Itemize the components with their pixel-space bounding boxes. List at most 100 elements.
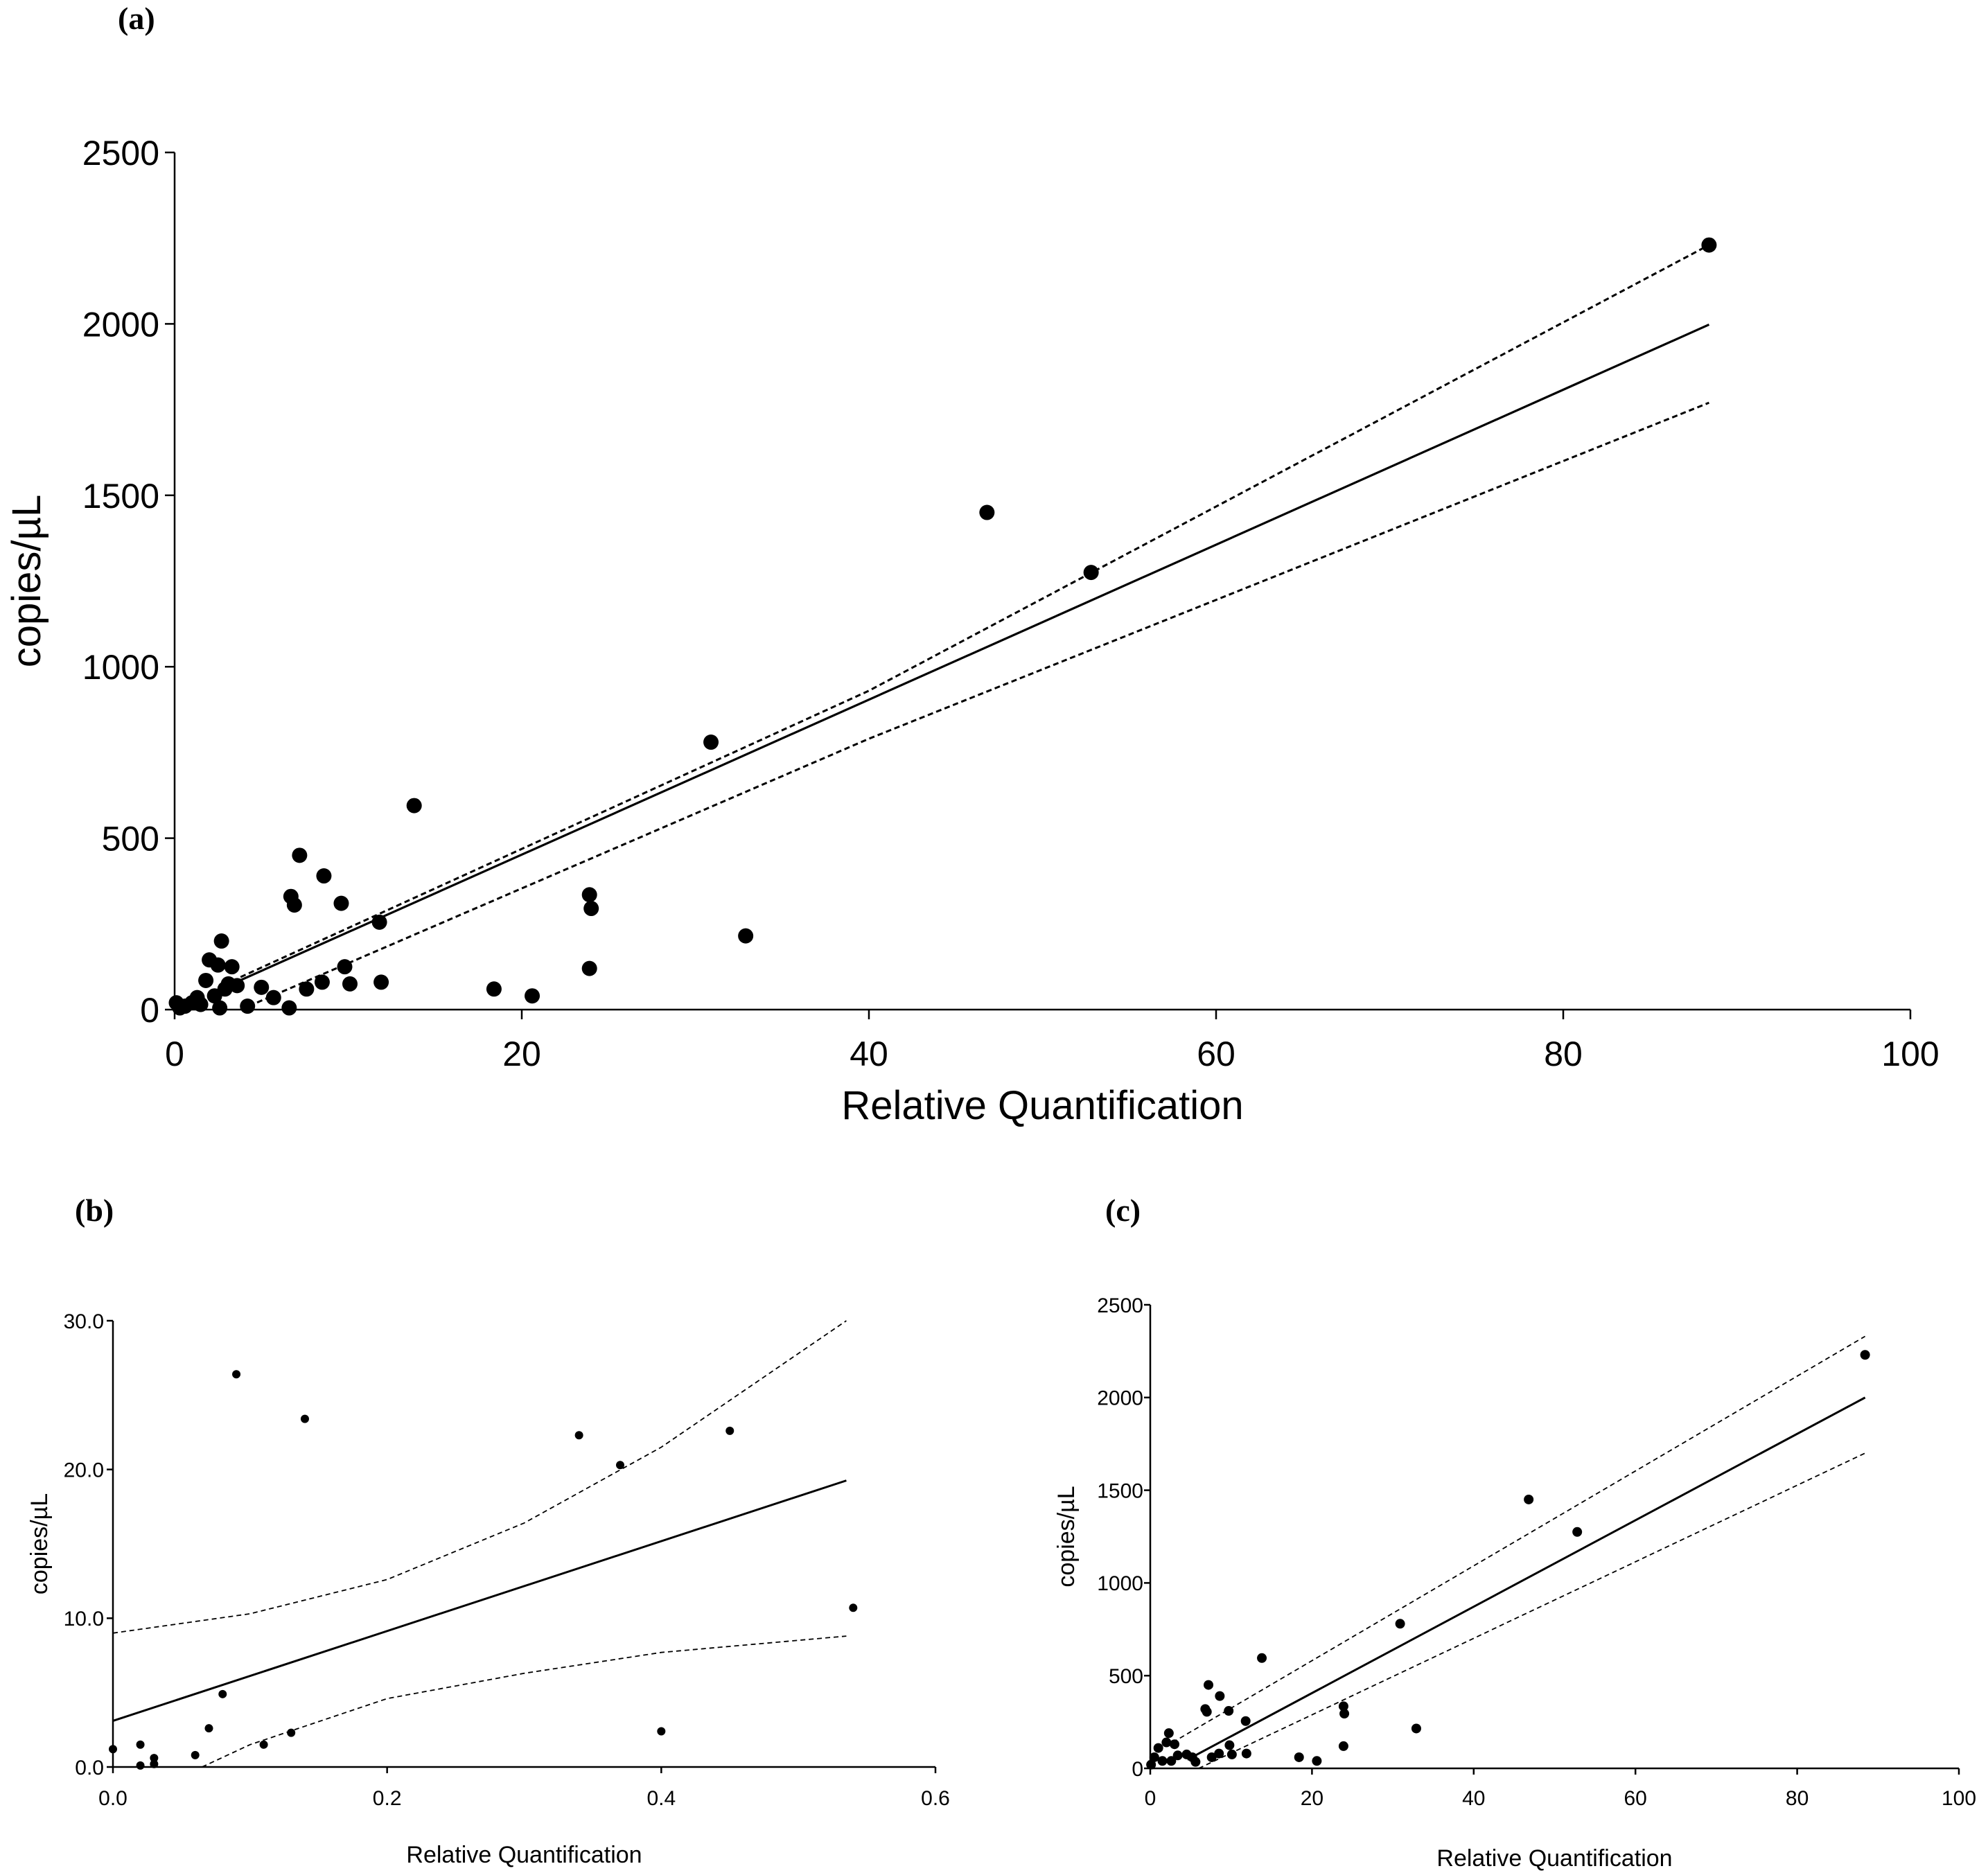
data-point: [979, 504, 995, 520]
chart-3: 0 20 40 60 80 10005001000150020002500Relative…: [1053, 1294, 1976, 1872]
data-point: [486, 981, 502, 997]
x-tick-label: 0: [1145, 1787, 1156, 1810]
data-point: [150, 1759, 159, 1768]
x-tick-label: 100: [1942, 1787, 1976, 1810]
y-tick-label: 2500: [1097, 1294, 1143, 1317]
data-point: [1338, 1701, 1348, 1712]
data-point: [1294, 1752, 1304, 1762]
data-point: [1157, 1756, 1168, 1766]
data-point: [525, 988, 540, 1004]
data-point: [849, 1603, 858, 1612]
data-point: [1411, 1723, 1421, 1734]
y-tick-label: 1500: [1097, 1479, 1143, 1502]
confidence-band-lower: [1198, 1452, 1865, 1769]
data-point: [191, 1750, 200, 1759]
y-tick-label: 2000: [82, 305, 159, 344]
y-tick-label: 1000: [1097, 1572, 1143, 1595]
data-point: [333, 895, 349, 911]
y-axis-label: copies/µL: [26, 1493, 53, 1594]
x-tick-label: 80: [1544, 1035, 1583, 1073]
data-point: [581, 960, 597, 976]
data-point: [738, 928, 754, 944]
data-point: [136, 1740, 145, 1749]
data-point: [286, 897, 302, 913]
regression-line: [240, 324, 1710, 981]
y-axis-label: copies/µL: [1053, 1486, 1080, 1587]
x-axis-label: Relative Quantification: [406, 1842, 642, 1868]
data-point: [1524, 1494, 1534, 1504]
data-point: [229, 978, 245, 994]
data-point: [1190, 1757, 1201, 1767]
y-tick-label: 0: [1132, 1758, 1143, 1781]
data-point: [109, 1745, 117, 1754]
y-tick-label: 500: [102, 820, 159, 859]
data-point: [373, 974, 389, 990]
data-point: [1170, 1739, 1180, 1750]
data-point: [1226, 1749, 1237, 1759]
data-point: [259, 1740, 268, 1749]
data-point: [583, 901, 599, 917]
data-point: [254, 979, 270, 995]
data-point: [703, 735, 719, 750]
data-point: [574, 1431, 583, 1440]
confidence-band-upper: [1158, 1335, 1866, 1752]
data-point: [1257, 1653, 1267, 1663]
data-point: [299, 981, 315, 997]
y-tick-label: 1500: [82, 477, 159, 516]
data-point: [1146, 1759, 1156, 1770]
x-tick-label: 40: [850, 1035, 888, 1073]
chart-1: 0 20 40 60 80 10005001000150020002500Relative…: [4, 134, 1939, 1128]
data-point: [136, 1761, 145, 1770]
data-point: [371, 914, 387, 930]
data-point: [1701, 237, 1717, 253]
data-point: [193, 996, 209, 1012]
data-point: [292, 847, 308, 863]
data-point: [1083, 565, 1099, 581]
data-point: [1338, 1741, 1348, 1751]
data-point: [204, 1724, 213, 1733]
x-tick-label: 80: [1786, 1787, 1809, 1810]
data-point: [210, 957, 226, 973]
x-tick-label: 0.2: [373, 1787, 402, 1810]
x-tick-label: 60: [1197, 1035, 1235, 1073]
y-tick-label: 20.0: [64, 1459, 104, 1481]
data-point: [265, 990, 281, 1005]
data-point: [1395, 1619, 1405, 1629]
x-axis-label: Relative Quantification: [841, 1083, 1243, 1128]
x-tick-label: 20: [1301, 1787, 1323, 1810]
x-tick-label: 0.0: [98, 1787, 127, 1810]
y-tick-label: 1000: [82, 648, 159, 687]
data-point: [1339, 1709, 1350, 1719]
y-tick-label: 30.0: [64, 1310, 104, 1333]
data-point: [287, 1728, 296, 1737]
data-point: [218, 1689, 227, 1698]
chart-2: 0.0 0.2 0.4 0.6 0.0 10.0 20.0 30.0 Relative Quan…: [26, 1310, 950, 1868]
data-point: [1172, 1750, 1183, 1761]
data-point: [1860, 1350, 1870, 1360]
y-tick-label: 2500: [82, 134, 159, 173]
data-point: [198, 972, 214, 988]
confidence-band-upper: [112, 1320, 847, 1634]
data-point: [224, 959, 240, 975]
data-point: [1149, 1752, 1159, 1762]
data-point: [725, 1426, 734, 1435]
data-point: [213, 933, 229, 949]
data-point: [314, 974, 330, 990]
x-tick-label: 0: [165, 1035, 184, 1073]
data-point: [657, 1727, 666, 1736]
data-point: [1206, 1752, 1217, 1762]
x-tick-label: 100: [1881, 1035, 1939, 1073]
data-point: [1166, 1756, 1177, 1766]
confidence-band-lower: [202, 1635, 847, 1768]
data-point: [615, 1461, 624, 1470]
data-point: [1163, 1728, 1174, 1739]
y-tick-label: 10.0: [64, 1608, 104, 1630]
data-point: [1572, 1527, 1583, 1537]
x-tick-label: 20: [502, 1035, 541, 1073]
data-point: [1214, 1748, 1224, 1759]
y-tick-label: 2000: [1097, 1387, 1143, 1410]
data-point: [232, 1370, 241, 1379]
regression-line: [1186, 1396, 1866, 1761]
regression-line: [112, 1479, 847, 1722]
